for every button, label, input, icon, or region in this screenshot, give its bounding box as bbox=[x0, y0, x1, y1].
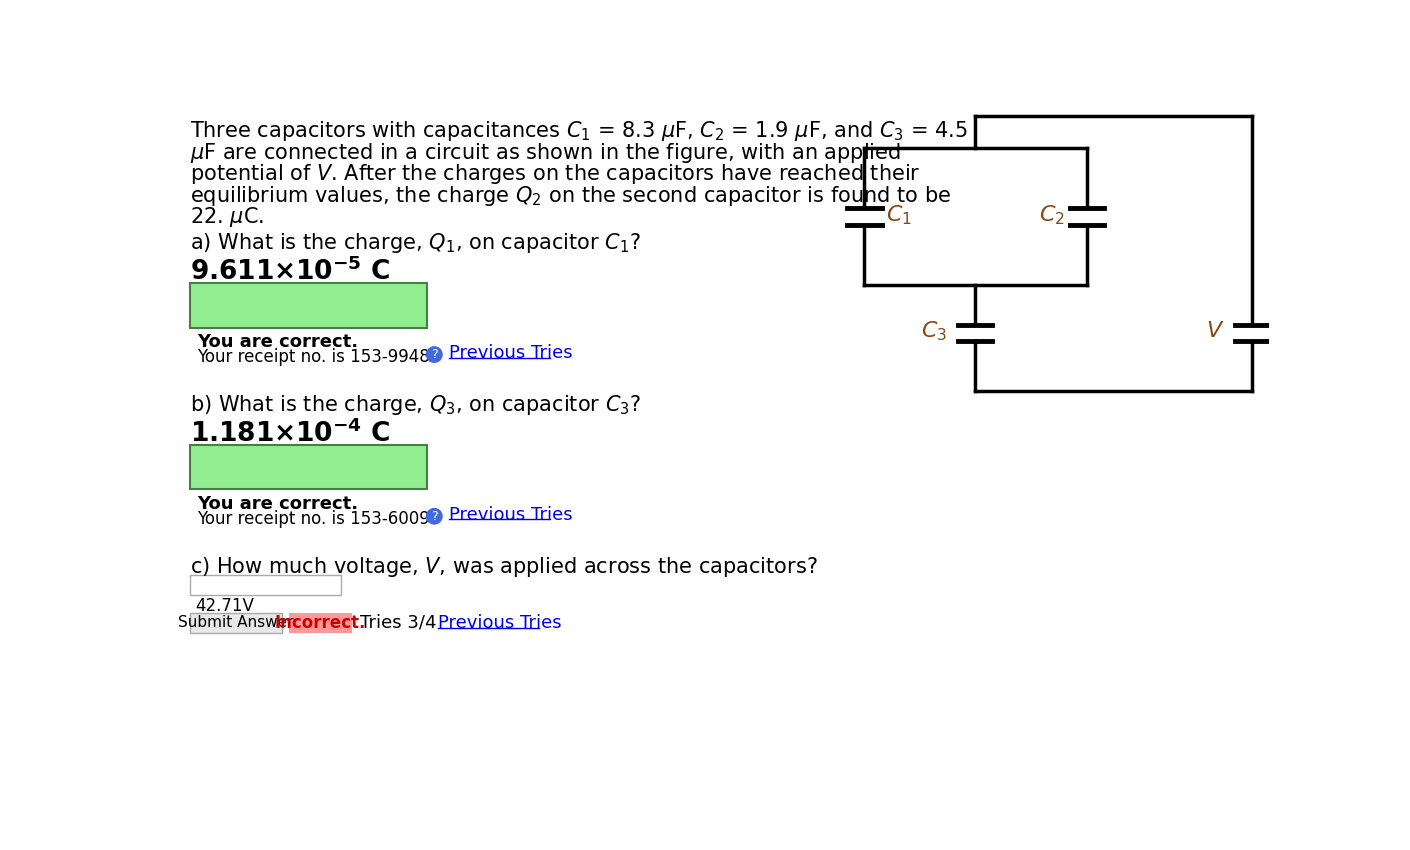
Text: equilibrium values, the charge $Q_2$ on the second capacitor is found to be: equilibrium values, the charge $Q_2$ on … bbox=[190, 184, 952, 207]
Text: 42.71V: 42.71V bbox=[195, 597, 254, 615]
Text: Submit Answer: Submit Answer bbox=[178, 615, 293, 630]
Text: Your receipt no. is 153-6009: Your receipt no. is 153-6009 bbox=[197, 510, 430, 528]
Circle shape bbox=[427, 508, 443, 524]
Text: $V$: $V$ bbox=[1206, 321, 1224, 342]
FancyBboxPatch shape bbox=[190, 613, 282, 633]
Text: $\mathbf{1.181{\times}10^{-4}}$ C: $\mathbf{1.181{\times}10^{-4}}$ C bbox=[190, 419, 391, 448]
Text: You are correct.: You are correct. bbox=[197, 495, 358, 513]
Text: potential of $V$. After the charges on the capacitors have reached their: potential of $V$. After the charges on t… bbox=[190, 162, 921, 186]
Text: 22. $\mu$C.: 22. $\mu$C. bbox=[190, 205, 264, 230]
Text: $C_1$: $C_1$ bbox=[885, 203, 912, 227]
Text: Three capacitors with capacitances $C_1$ = 8.3 $\mu$F, $C_2$ = 1.9 $\mu$F, and $: Three capacitors with capacitances $C_1$… bbox=[190, 119, 969, 143]
Text: $\mu$F are connected in a circuit as shown in the figure, with an applied: $\mu$F are connected in a circuit as sho… bbox=[190, 140, 901, 165]
FancyBboxPatch shape bbox=[190, 445, 427, 490]
Text: a) What is the charge, $Q_1$, on capacitor $C_1$?: a) What is the charge, $Q_1$, on capacit… bbox=[190, 231, 642, 255]
Text: Incorrect.: Incorrect. bbox=[275, 614, 367, 632]
FancyBboxPatch shape bbox=[190, 283, 427, 327]
Text: $C_3$: $C_3$ bbox=[921, 320, 948, 343]
Text: c) How much voltage, $V$, was applied across the capacitors?: c) How much voltage, $V$, was applied ac… bbox=[190, 555, 818, 579]
FancyBboxPatch shape bbox=[190, 575, 341, 595]
Text: Your receipt no. is 153-9948: Your receipt no. is 153-9948 bbox=[197, 348, 430, 366]
Text: Previous Tries: Previous Tries bbox=[448, 506, 572, 524]
Text: ?: ? bbox=[431, 348, 437, 361]
Text: Previous Tries: Previous Tries bbox=[439, 614, 561, 632]
Text: Tries 3/4: Tries 3/4 bbox=[360, 614, 437, 632]
Text: Previous Tries: Previous Tries bbox=[448, 344, 572, 362]
FancyBboxPatch shape bbox=[289, 613, 352, 633]
Text: b) What is the charge, $Q_3$, on capacitor $C_3$?: b) What is the charge, $Q_3$, on capacit… bbox=[190, 393, 642, 417]
Text: You are correct.: You are correct. bbox=[197, 333, 358, 351]
Circle shape bbox=[427, 347, 443, 362]
Text: ?: ? bbox=[431, 510, 437, 523]
Text: $C_2$: $C_2$ bbox=[1039, 203, 1065, 227]
Text: $\mathbf{9.611{\times}10^{-5}}$ C: $\mathbf{9.611{\times}10^{-5}}$ C bbox=[190, 258, 391, 286]
